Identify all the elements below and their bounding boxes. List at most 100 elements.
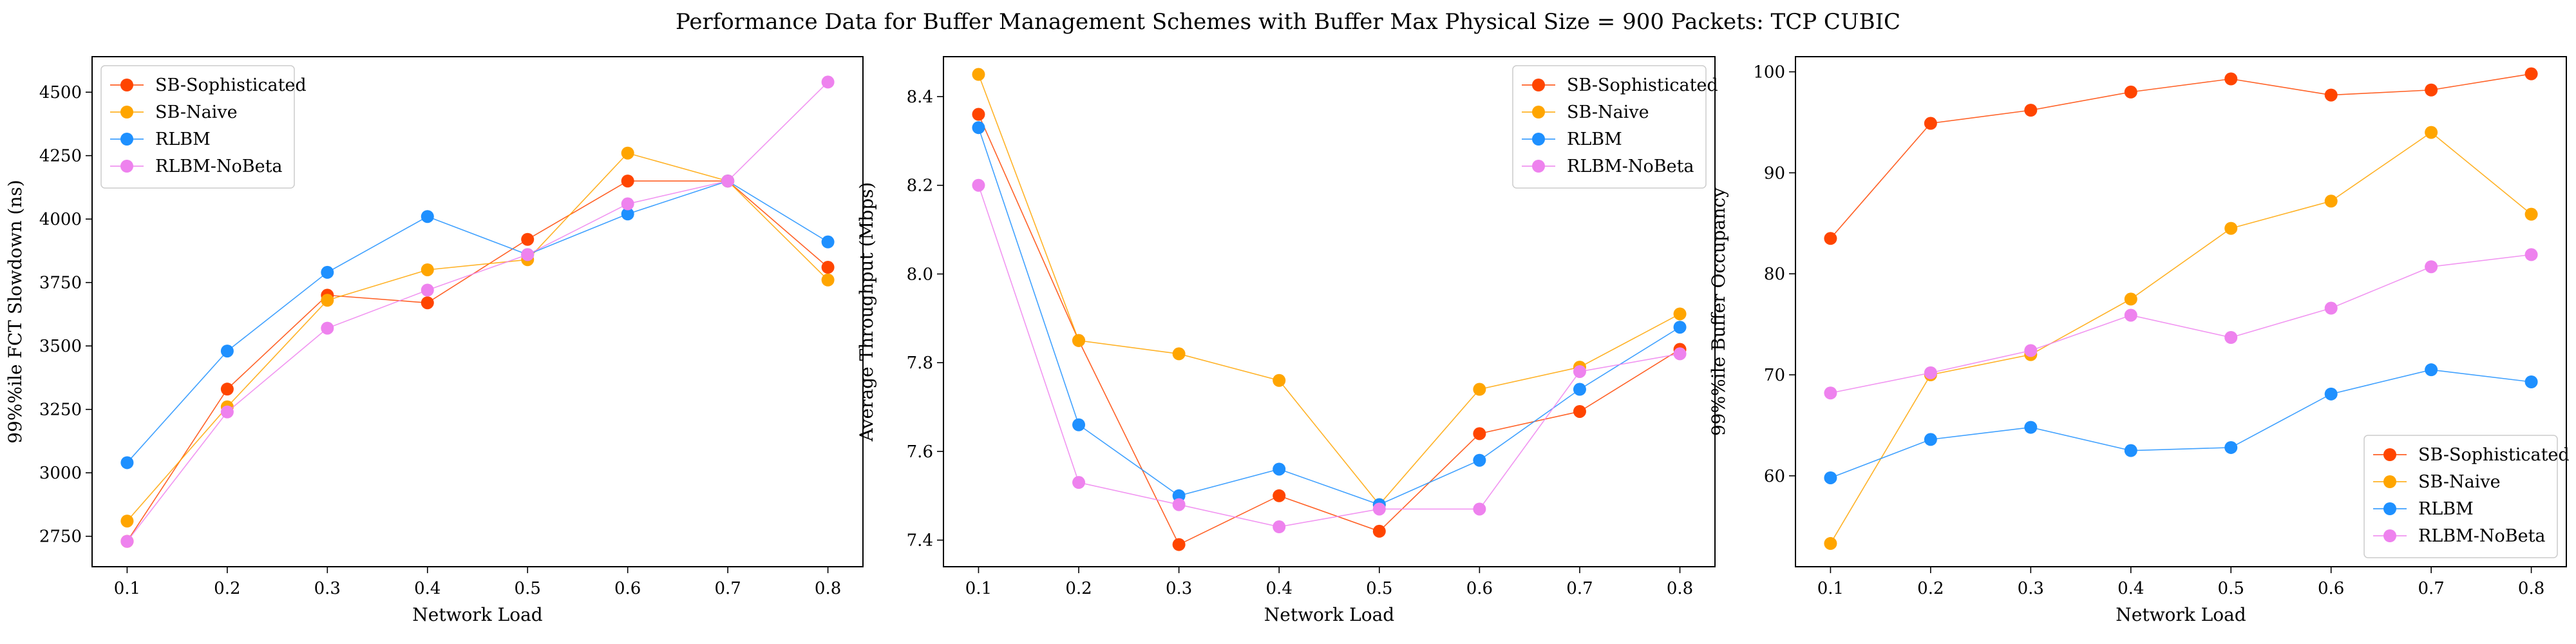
y-tick-label: 2750 — [39, 527, 82, 547]
data-point — [2224, 440, 2238, 454]
x-tick-label: 0.5 — [2218, 579, 2244, 598]
legend-marker — [1532, 106, 1545, 118]
data-point — [2324, 194, 2338, 208]
chart-panel-2: 7.4 7.6 7.8 8.0 8.2 8.4 0.1 0.2 0.3 0.4 0.5 0.6 0.7 0… — [856, 56, 1718, 625]
plot-frame — [1795, 56, 2567, 567]
x-tick-label: 0.2 — [1065, 579, 1092, 598]
data-point — [1273, 462, 1286, 476]
series-rlbm-nobeta — [972, 178, 1687, 534]
x-axis-label: Network Load — [412, 604, 543, 625]
data-point — [321, 265, 334, 279]
data-point — [1172, 489, 1186, 502]
data-point — [1824, 232, 1837, 245]
x-tick-label: 0.1 — [114, 579, 140, 598]
legend: SB-Sophisticated SB-Naive RLBM RLBM-NoBeta — [2363, 435, 2570, 558]
data-point — [421, 210, 434, 223]
data-point — [1072, 476, 1086, 489]
data-point — [1372, 524, 1386, 538]
y-tick-label: 3500 — [39, 337, 82, 356]
data-point — [2524, 67, 2538, 80]
legend-marker — [120, 160, 133, 173]
series-line — [1830, 254, 2532, 394]
data-point — [2425, 83, 2438, 97]
legend-marker — [2383, 529, 2396, 542]
x-axis-label: Network Load — [2116, 604, 2246, 625]
plot-frame — [91, 56, 864, 567]
data-point — [1573, 383, 1586, 396]
series-sb-sophisticated — [1824, 67, 2538, 245]
legend-marker — [2383, 448, 2396, 461]
plot-frame — [943, 56, 1716, 567]
chart-panel-1: 2750 3000 3250 3500 3750 4000 4250 4500 0.1 0.2 0.… — [5, 56, 864, 625]
legend-marker — [120, 106, 133, 118]
x-tick-label: 0.6 — [1466, 579, 1493, 598]
legend-marker — [2383, 475, 2396, 488]
series-rlbm — [1824, 363, 2538, 484]
data-point — [2324, 88, 2338, 102]
y-tick-label: 4250 — [39, 147, 82, 166]
data-point — [2024, 421, 2038, 434]
series-sb-sophisticated — [120, 175, 835, 548]
data-point — [621, 175, 634, 188]
data-point — [1473, 427, 1486, 440]
legend-label: RLBM — [155, 129, 211, 149]
legend-label: RLBM-NoBeta — [1567, 156, 1694, 176]
x-tick-label: 0.7 — [714, 579, 741, 598]
x-tick-label: 0.7 — [1566, 579, 1593, 598]
x-tick-label: 0.1 — [965, 579, 992, 598]
data-point — [1273, 374, 1286, 387]
data-point — [2425, 363, 2438, 377]
data-point — [1824, 471, 1837, 484]
x-tick-label: 0.2 — [214, 579, 240, 598]
y-tick-label: 7.6 — [907, 442, 933, 462]
data-point — [521, 248, 535, 261]
series-line — [978, 114, 1680, 545]
data-point — [421, 283, 434, 297]
y-axis-label: Average Throughput (Mbps) — [856, 182, 877, 442]
data-point — [1673, 307, 1687, 321]
series-rlbm — [972, 121, 1687, 511]
y-tick-label: 3750 — [39, 274, 82, 293]
series-line — [126, 152, 829, 522]
y-tick-label: 4000 — [39, 210, 82, 229]
y-tick-label: 3250 — [39, 401, 82, 420]
legend-marker — [120, 133, 133, 146]
data-point — [220, 345, 234, 358]
series-line — [978, 127, 1680, 506]
data-point — [1473, 383, 1486, 396]
y-tick-label: 70 — [1764, 366, 1785, 385]
data-point — [621, 146, 634, 160]
x-tick-label: 0.3 — [2018, 579, 2044, 598]
data-point — [1473, 502, 1486, 516]
data-point — [972, 108, 985, 121]
x-tick-label: 0.5 — [1366, 579, 1392, 598]
legend-label: SB-Sophisticated — [155, 75, 307, 95]
x-tick-label: 0.2 — [1917, 579, 1944, 598]
series-line — [978, 185, 1680, 527]
data-point — [1824, 536, 1837, 550]
data-point — [1924, 366, 1937, 379]
y-tick-label: 80 — [1764, 265, 1785, 284]
legend: SB-Sophisticated SB-Naive RLBM RLBM-NoBeta — [100, 65, 307, 189]
series-rlbm — [120, 175, 835, 469]
y-tick-label: 7.8 — [907, 354, 933, 373]
data-point — [220, 383, 234, 396]
series-sb-naive — [120, 146, 835, 528]
data-point — [1273, 489, 1286, 502]
data-point — [2524, 248, 2538, 261]
data-point — [1473, 453, 1486, 467]
x-tick-label: 0.7 — [2418, 579, 2444, 598]
data-point — [1072, 334, 1086, 347]
data-point — [1573, 404, 1586, 418]
series-line — [1830, 131, 2532, 544]
data-point — [2224, 222, 2238, 235]
data-point — [1273, 520, 1286, 534]
series-line — [1830, 369, 2532, 478]
data-point — [2024, 104, 2038, 117]
series-line — [1830, 73, 2532, 239]
legend-label: SB-Sophisticated — [1567, 75, 1718, 95]
data-point — [321, 294, 334, 307]
x-tick-label: 0.4 — [1266, 579, 1293, 598]
data-point — [2124, 85, 2137, 99]
